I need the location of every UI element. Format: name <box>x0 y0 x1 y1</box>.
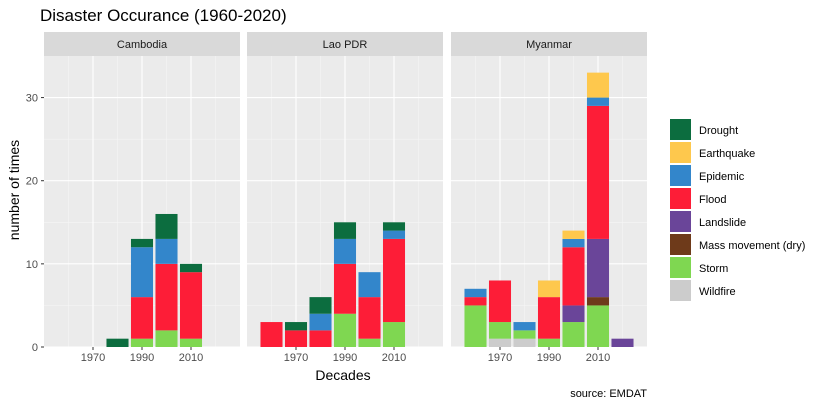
bar-flood-2010 <box>382 238 406 323</box>
bar-flood-1990 <box>130 297 154 339</box>
facet-label: Lao PDR <box>323 39 368 51</box>
legend-key-storm <box>670 257 691 278</box>
bar-flood-2000 <box>155 263 178 331</box>
bar-flood-1990 <box>537 297 561 339</box>
bar-earthquake-2010 <box>586 72 610 98</box>
bar-mass-movement-dry-2010 <box>586 297 610 306</box>
facet-label: Cambodia <box>117 39 168 51</box>
legend-key-wildfire <box>670 280 691 301</box>
bar-drought-1970 <box>284 322 308 331</box>
bar-drought-1990 <box>333 222 357 239</box>
legend-key-landslide <box>670 211 691 232</box>
legend-key-flood <box>670 188 691 209</box>
x-tick-label: 1990 <box>130 352 154 364</box>
bar-flood-2010 <box>179 272 203 339</box>
legend-label-wildfire: Wildfire <box>699 286 736 298</box>
bar-drought-2010 <box>179 263 203 273</box>
bar-drought-2010 <box>382 222 406 231</box>
legend-label-drought: Drought <box>699 125 738 137</box>
legend-label-storm: Storm <box>699 263 728 275</box>
bar-flood-1960 <box>260 322 283 347</box>
y-axis-title: number of times <box>6 140 22 240</box>
bar-flood-2000 <box>358 297 381 339</box>
y-axis: 0 10 20 30 <box>26 93 44 354</box>
y-tick-label: 20 <box>26 176 38 188</box>
legend-label-landslide: Landslide <box>699 217 746 229</box>
bar-drought-1990 <box>130 238 154 248</box>
bar-storm-2010 <box>179 338 203 347</box>
y-tick-label: 0 <box>32 342 38 354</box>
x-tick-label: 1970 <box>284 352 308 364</box>
legend: Drought Earthquake Epidemic Flood Landslide M… <box>670 119 805 301</box>
legend-label-earthquake: Earthquake <box>699 148 755 160</box>
bar-storm-1960 <box>464 305 487 347</box>
x-tick-label: 1990 <box>537 352 561 364</box>
panel-myanmar: Myanmar 1970 1990 2010 <box>451 32 647 364</box>
bar-storm-1980 <box>513 330 536 339</box>
bar-flood-2000 <box>562 247 585 306</box>
bar-epidemic-2010 <box>586 97 610 106</box>
bar-landslide-2010 <box>586 238 610 298</box>
bar-drought-1980 <box>309 297 332 314</box>
bar-epidemic-1990 <box>333 238 357 264</box>
y-tick-label: 10 <box>26 259 38 271</box>
x-tick-label: 1970 <box>488 352 512 364</box>
x-axis-title: Decades <box>315 367 370 383</box>
facet-strip <box>44 32 240 56</box>
bar-storm-1990 <box>537 338 561 347</box>
source-caption: source: EMDAT <box>570 388 647 400</box>
legend-label-mass-movement-dry: Mass movement (dry) <box>699 240 805 252</box>
bar-flood-2010 <box>586 105 610 239</box>
x-tick-label: 2010 <box>586 352 610 364</box>
bar-landslide-2020 <box>611 338 634 347</box>
bar-epidemic-2000 <box>562 238 585 248</box>
y-tick-label: 30 <box>26 93 38 105</box>
x-tick-label: 1990 <box>333 352 357 364</box>
bar-drought-1980 <box>106 338 129 347</box>
bar-flood-1960 <box>464 297 487 306</box>
legend-label-flood: Flood <box>699 194 727 206</box>
x-tick-label: 1970 <box>81 352 105 364</box>
bar-epidemic-1990 <box>130 247 154 298</box>
bar-storm-2000 <box>562 322 585 347</box>
bar-wildfire-1980 <box>513 338 536 347</box>
facet-strip <box>247 32 443 56</box>
bar-flood-1990 <box>333 263 357 314</box>
bar-wildfire-1970 <box>488 338 512 347</box>
facet-strip <box>451 32 647 56</box>
panel-cambodia: Cambodia 1970 1990 2010 <box>44 32 240 364</box>
legend-key-drought <box>670 119 691 140</box>
chart-title: Disaster Occurance (1960-2020) <box>40 6 287 25</box>
bar-epidemic-2000 <box>155 238 178 264</box>
bar-epidemic-1980 <box>513 322 536 331</box>
legend-key-mass-movement-dry <box>670 234 691 255</box>
bar-epidemic-1980 <box>309 313 332 331</box>
panel-lao-pdr: Lao PDR 1970 1990 2010 <box>247 32 443 364</box>
facet-label: Myanmar <box>526 39 572 51</box>
legend-key-epidemic <box>670 165 691 186</box>
bar-storm-1990 <box>130 338 154 347</box>
legend-key-earthquake <box>670 142 691 163</box>
bar-storm-2010 <box>382 322 406 347</box>
x-tick-label: 2010 <box>179 352 203 364</box>
bar-storm-1990 <box>333 313 357 347</box>
bar-flood-1970 <box>488 280 512 323</box>
bar-epidemic-2010 <box>382 230 406 239</box>
bar-storm-1970 <box>488 322 512 339</box>
bar-earthquake-2000 <box>562 230 585 239</box>
bar-storm-2010 <box>586 305 610 347</box>
bar-epidemic-2000 <box>358 272 381 298</box>
bar-flood-1980 <box>309 330 332 347</box>
legend-label-epidemic: Epidemic <box>699 171 745 183</box>
bar-earthquake-1990 <box>537 280 561 298</box>
bar-flood-1970 <box>284 330 308 347</box>
bar-epidemic-1960 <box>464 288 487 298</box>
x-tick-label: 2010 <box>382 352 406 364</box>
bar-storm-2000 <box>358 338 381 347</box>
bar-landslide-2000 <box>562 305 585 323</box>
bar-drought-2000 <box>155 213 178 239</box>
bar-storm-2000 <box>155 330 178 347</box>
